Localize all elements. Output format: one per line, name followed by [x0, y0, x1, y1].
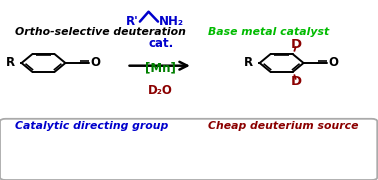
FancyBboxPatch shape: [0, 119, 377, 180]
Text: Catalytic directing group: Catalytic directing group: [15, 121, 168, 131]
Text: [Mn]: [Mn]: [145, 61, 176, 74]
Text: cat.: cat.: [148, 37, 173, 50]
Text: Ortho-selective deuteration: Ortho-selective deuteration: [15, 27, 186, 37]
Text: D: D: [291, 75, 302, 88]
Text: R: R: [6, 57, 15, 69]
Text: D₂O: D₂O: [148, 84, 173, 96]
Text: O: O: [328, 57, 338, 69]
FancyArrowPatch shape: [129, 62, 187, 70]
Text: NH₂: NH₂: [159, 15, 184, 28]
Text: R': R': [126, 15, 139, 28]
Text: R: R: [244, 57, 253, 69]
Text: D: D: [291, 38, 302, 51]
Text: Base metal catalyst: Base metal catalyst: [208, 27, 329, 37]
Text: Cheap deuterium source: Cheap deuterium source: [208, 121, 358, 131]
Text: O: O: [90, 57, 100, 69]
